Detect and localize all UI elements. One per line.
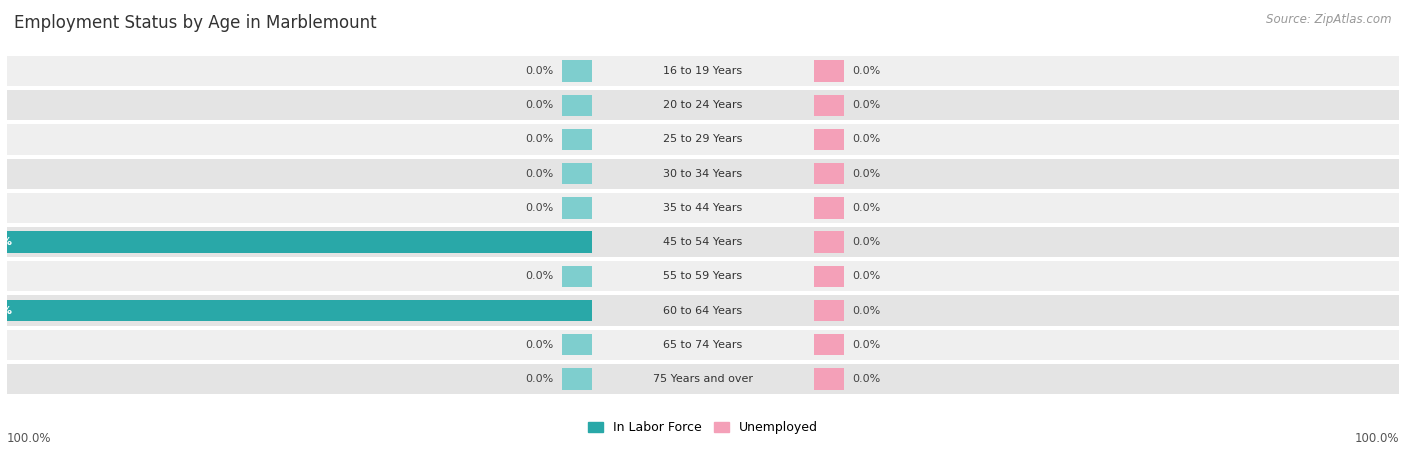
Bar bbox=[562, 197, 592, 219]
Bar bbox=[814, 94, 844, 116]
Bar bbox=[562, 163, 592, 184]
Text: 0.0%: 0.0% bbox=[526, 340, 554, 350]
Text: 100.0%: 100.0% bbox=[7, 432, 52, 445]
Text: 0.0%: 0.0% bbox=[526, 100, 554, 110]
Legend: In Labor Force, Unemployed: In Labor Force, Unemployed bbox=[583, 416, 823, 439]
Bar bbox=[562, 368, 592, 390]
Text: 0.0%: 0.0% bbox=[852, 340, 880, 350]
Bar bbox=[814, 266, 844, 287]
Bar bbox=[814, 125, 1399, 154]
Bar bbox=[7, 296, 592, 325]
Bar bbox=[814, 227, 1399, 257]
Text: 0.0%: 0.0% bbox=[526, 169, 554, 179]
Bar bbox=[592, 90, 814, 120]
Bar bbox=[7, 56, 592, 86]
Text: 65 to 74 Years: 65 to 74 Years bbox=[664, 340, 742, 350]
Text: Source: ZipAtlas.com: Source: ZipAtlas.com bbox=[1267, 14, 1392, 27]
Bar bbox=[7, 231, 592, 253]
Bar bbox=[814, 261, 1399, 291]
Bar bbox=[814, 60, 844, 82]
Text: 16 to 19 Years: 16 to 19 Years bbox=[664, 66, 742, 76]
Bar bbox=[814, 368, 844, 390]
Bar bbox=[562, 94, 592, 116]
Bar bbox=[7, 159, 592, 189]
Bar bbox=[7, 330, 592, 360]
Bar bbox=[814, 364, 1399, 394]
Text: 25 to 29 Years: 25 to 29 Years bbox=[664, 135, 742, 144]
Bar bbox=[7, 364, 592, 394]
Text: 0.0%: 0.0% bbox=[852, 237, 880, 247]
Bar bbox=[592, 159, 814, 189]
Bar bbox=[814, 56, 1399, 86]
Text: 20 to 24 Years: 20 to 24 Years bbox=[664, 100, 742, 110]
Text: 0.0%: 0.0% bbox=[852, 169, 880, 179]
Text: 75 Years and over: 75 Years and over bbox=[652, 374, 754, 384]
Bar bbox=[814, 159, 1399, 189]
Bar bbox=[7, 227, 592, 257]
Text: 0.0%: 0.0% bbox=[526, 203, 554, 213]
Bar bbox=[562, 60, 592, 82]
Text: 0.0%: 0.0% bbox=[852, 100, 880, 110]
Bar bbox=[814, 296, 1399, 325]
Bar bbox=[7, 261, 592, 291]
Bar bbox=[814, 163, 844, 184]
Text: Employment Status by Age in Marblemount: Employment Status by Age in Marblemount bbox=[14, 14, 377, 32]
Text: 0.0%: 0.0% bbox=[526, 66, 554, 76]
Bar bbox=[592, 125, 814, 154]
Bar bbox=[592, 364, 814, 394]
Bar bbox=[7, 125, 592, 154]
Text: 0.0%: 0.0% bbox=[526, 271, 554, 281]
Bar bbox=[7, 300, 592, 321]
Bar bbox=[592, 261, 814, 291]
Bar bbox=[592, 296, 814, 325]
Bar bbox=[562, 129, 592, 150]
Bar bbox=[814, 129, 844, 150]
Bar bbox=[562, 266, 592, 287]
Text: 35 to 44 Years: 35 to 44 Years bbox=[664, 203, 742, 213]
Bar bbox=[7, 193, 592, 223]
Bar bbox=[562, 334, 592, 356]
Text: 0.0%: 0.0% bbox=[852, 135, 880, 144]
Bar bbox=[814, 300, 844, 321]
Bar bbox=[592, 227, 814, 257]
Text: 0.0%: 0.0% bbox=[526, 374, 554, 384]
Text: 0.0%: 0.0% bbox=[852, 374, 880, 384]
Bar bbox=[814, 193, 1399, 223]
Text: 0.0%: 0.0% bbox=[852, 203, 880, 213]
Text: 60 to 64 Years: 60 to 64 Years bbox=[664, 306, 742, 315]
Text: 0.0%: 0.0% bbox=[852, 271, 880, 281]
Bar bbox=[7, 90, 592, 120]
Bar bbox=[814, 330, 1399, 360]
Text: 0.0%: 0.0% bbox=[852, 306, 880, 315]
Text: 45 to 54 Years: 45 to 54 Years bbox=[664, 237, 742, 247]
Text: 55 to 59 Years: 55 to 59 Years bbox=[664, 271, 742, 281]
Bar bbox=[814, 334, 844, 356]
Text: 30 to 34 Years: 30 to 34 Years bbox=[664, 169, 742, 179]
Text: 0.0%: 0.0% bbox=[526, 135, 554, 144]
Bar bbox=[592, 56, 814, 86]
Bar bbox=[814, 197, 844, 219]
Text: 100.0%: 100.0% bbox=[1354, 432, 1399, 445]
Bar bbox=[814, 90, 1399, 120]
Bar bbox=[592, 330, 814, 360]
Bar bbox=[592, 193, 814, 223]
Text: 100.0%: 100.0% bbox=[0, 237, 13, 247]
Bar bbox=[814, 231, 844, 253]
Text: 100.0%: 100.0% bbox=[0, 306, 13, 315]
Text: 0.0%: 0.0% bbox=[852, 66, 880, 76]
